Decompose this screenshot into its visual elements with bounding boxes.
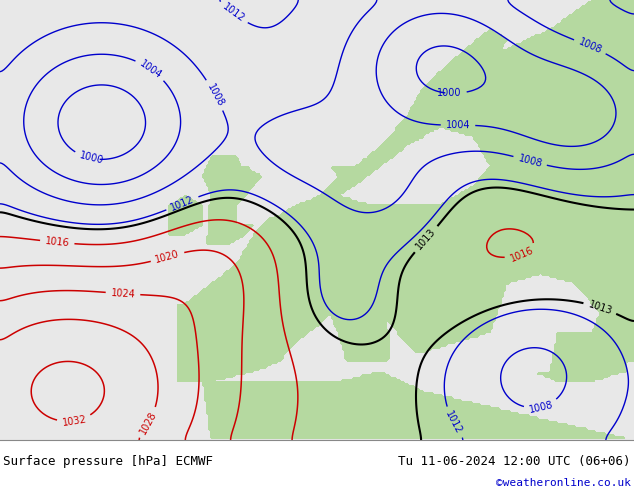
Text: 1020: 1020 xyxy=(154,249,181,265)
Text: 1032: 1032 xyxy=(61,414,87,428)
Text: 1024: 1024 xyxy=(110,288,136,299)
Text: 1008: 1008 xyxy=(205,82,225,108)
Text: 1004: 1004 xyxy=(138,58,164,80)
Text: 1004: 1004 xyxy=(446,120,470,130)
Text: Tu 11-06-2024 12:00 UTC (06+06): Tu 11-06-2024 12:00 UTC (06+06) xyxy=(398,455,631,468)
Text: 1013: 1013 xyxy=(587,299,613,316)
Text: 1008: 1008 xyxy=(528,399,554,415)
Text: 1008: 1008 xyxy=(577,37,604,56)
Text: 1028: 1028 xyxy=(138,410,158,436)
Text: 1012: 1012 xyxy=(169,194,196,213)
Text: 1013: 1013 xyxy=(415,227,438,252)
Text: 1012: 1012 xyxy=(220,2,246,24)
Text: 1000: 1000 xyxy=(437,88,462,98)
Text: 1012: 1012 xyxy=(444,409,464,436)
Text: 1008: 1008 xyxy=(517,153,543,169)
Text: 1016: 1016 xyxy=(44,236,70,248)
Text: ©weatheronline.co.uk: ©weatheronline.co.uk xyxy=(496,477,631,488)
Text: 1000: 1000 xyxy=(78,150,104,166)
Text: 1016: 1016 xyxy=(508,245,535,264)
Text: Surface pressure [hPa] ECMWF: Surface pressure [hPa] ECMWF xyxy=(3,455,213,468)
